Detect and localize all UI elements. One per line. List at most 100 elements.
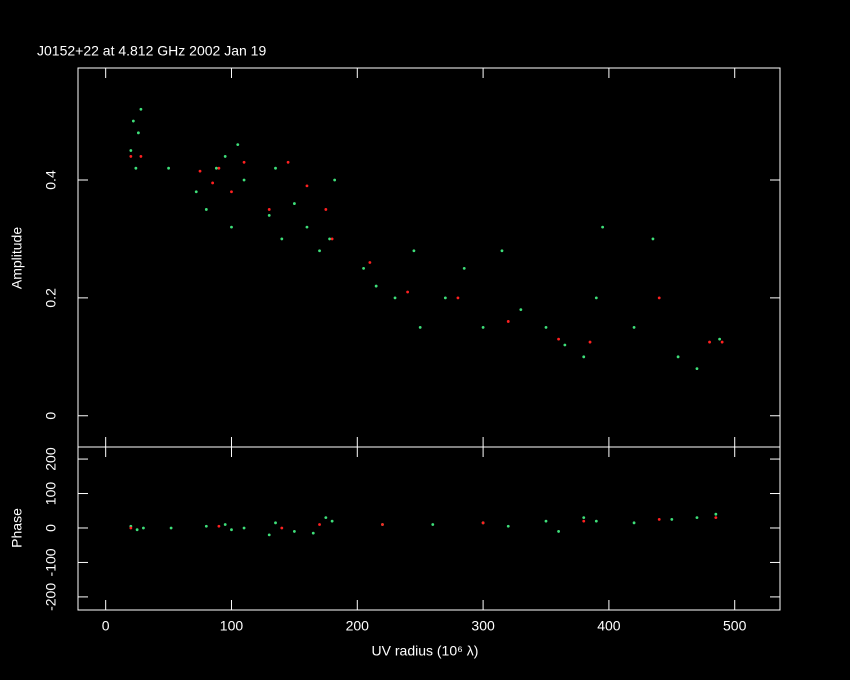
point bbox=[632, 521, 636, 525]
point bbox=[223, 155, 227, 158]
y-tick-label: 0 bbox=[43, 412, 59, 420]
point bbox=[318, 523, 321, 526]
x-axis-label: UV radius (10⁶ λ) bbox=[372, 643, 479, 659]
point bbox=[456, 296, 460, 300]
x-tick-label: 100 bbox=[220, 618, 244, 634]
point bbox=[286, 160, 290, 164]
point bbox=[330, 237, 334, 241]
point bbox=[198, 169, 202, 173]
point bbox=[139, 107, 143, 111]
point bbox=[280, 526, 284, 530]
point bbox=[324, 516, 328, 520]
point bbox=[217, 524, 221, 528]
point bbox=[582, 516, 586, 520]
point bbox=[418, 325, 422, 329]
point bbox=[544, 325, 548, 329]
point bbox=[714, 512, 718, 516]
point bbox=[292, 530, 296, 533]
point bbox=[214, 166, 218, 170]
point bbox=[443, 296, 447, 300]
x-tick-label: 0 bbox=[102, 618, 110, 634]
point bbox=[242, 178, 246, 182]
plot-frame bbox=[77, 67, 781, 448]
point bbox=[242, 160, 246, 164]
point bbox=[267, 213, 271, 217]
point bbox=[142, 526, 145, 530]
point bbox=[374, 284, 378, 288]
point bbox=[481, 325, 485, 329]
point bbox=[167, 166, 170, 170]
point bbox=[601, 225, 605, 229]
point bbox=[462, 267, 466, 270]
point bbox=[324, 208, 328, 211]
point bbox=[242, 526, 246, 530]
point bbox=[135, 528, 139, 532]
point bbox=[204, 208, 208, 211]
point bbox=[211, 181, 215, 185]
point bbox=[280, 237, 284, 241]
point bbox=[333, 178, 337, 182]
y-tick-label: -200 bbox=[43, 583, 59, 611]
point bbox=[412, 249, 416, 253]
point bbox=[328, 237, 332, 241]
chart-title: J0152+22 at 4.812 GHz 2002 Jan 19 bbox=[37, 43, 266, 59]
y-tick-label: 0 bbox=[43, 524, 59, 532]
y-tick-label: 100 bbox=[43, 482, 59, 506]
point bbox=[563, 343, 567, 347]
point bbox=[230, 528, 233, 532]
point bbox=[582, 355, 586, 359]
y-tick-label: -100 bbox=[43, 548, 59, 576]
y-tick-label: 0.4 bbox=[43, 170, 59, 190]
point bbox=[582, 519, 586, 523]
point bbox=[481, 521, 485, 525]
point bbox=[139, 155, 143, 158]
x-tick-label: 400 bbox=[597, 618, 621, 634]
point bbox=[217, 166, 221, 170]
point bbox=[500, 249, 504, 253]
point bbox=[230, 225, 233, 229]
point bbox=[169, 526, 173, 530]
point bbox=[236, 143, 240, 147]
point bbox=[657, 517, 661, 521]
point bbox=[305, 225, 309, 229]
point bbox=[714, 516, 718, 520]
point bbox=[274, 521, 277, 525]
point bbox=[129, 526, 133, 530]
point bbox=[267, 533, 271, 537]
point bbox=[305, 184, 309, 188]
point bbox=[519, 308, 523, 312]
point bbox=[594, 296, 598, 300]
point bbox=[129, 155, 133, 158]
point bbox=[204, 524, 208, 528]
x-tick-label: 500 bbox=[723, 618, 747, 634]
y-tick-label: 200 bbox=[43, 447, 59, 471]
point bbox=[676, 355, 680, 359]
point bbox=[718, 337, 722, 341]
x-tick-label: 300 bbox=[471, 618, 495, 634]
point bbox=[708, 340, 711, 344]
point bbox=[230, 190, 233, 194]
point bbox=[506, 524, 510, 528]
point bbox=[131, 119, 135, 123]
point bbox=[594, 519, 598, 523]
point bbox=[406, 290, 410, 294]
point bbox=[506, 320, 510, 323]
point bbox=[588, 340, 592, 344]
point bbox=[651, 237, 655, 241]
plot-frame bbox=[77, 446, 781, 611]
point bbox=[136, 131, 140, 135]
point bbox=[134, 166, 138, 170]
point bbox=[544, 519, 548, 523]
point bbox=[431, 523, 435, 526]
point bbox=[223, 523, 227, 526]
y-axis-label: Amplitude bbox=[9, 227, 25, 289]
y-tick-label: 0.2 bbox=[43, 288, 59, 308]
point bbox=[318, 249, 321, 253]
x-tick-label: 200 bbox=[346, 618, 370, 634]
point bbox=[292, 202, 296, 205]
point bbox=[695, 516, 699, 520]
point bbox=[368, 261, 372, 264]
point bbox=[267, 208, 271, 211]
